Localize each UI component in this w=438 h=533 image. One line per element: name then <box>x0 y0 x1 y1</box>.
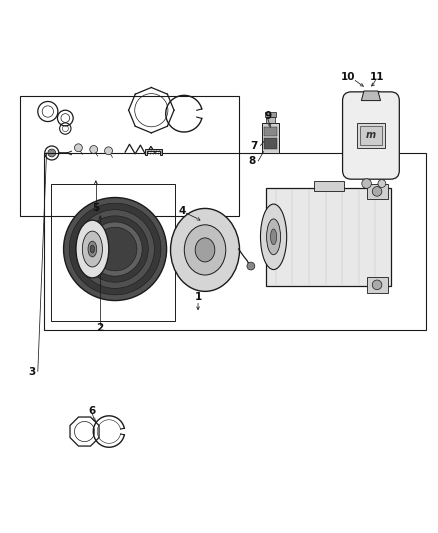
Bar <box>357 123 385 148</box>
Text: 11: 11 <box>370 72 385 83</box>
Text: 3: 3 <box>28 367 36 377</box>
Ellipse shape <box>261 204 287 270</box>
Bar <box>265 112 276 117</box>
Bar <box>262 123 279 153</box>
Polygon shape <box>361 91 381 101</box>
Text: m: m <box>366 130 376 140</box>
Bar <box>266 188 391 286</box>
Ellipse shape <box>184 225 226 275</box>
Ellipse shape <box>267 219 281 255</box>
Text: 2: 2 <box>97 324 104 334</box>
Text: 7: 7 <box>250 141 258 150</box>
Text: 4: 4 <box>178 206 186 216</box>
Ellipse shape <box>88 241 97 257</box>
Text: 1: 1 <box>194 292 201 302</box>
Circle shape <box>74 144 82 152</box>
Bar <box>51 183 175 321</box>
Ellipse shape <box>82 231 102 267</box>
Ellipse shape <box>170 208 240 292</box>
Circle shape <box>372 280 382 289</box>
Circle shape <box>82 216 148 282</box>
Bar <box>266 117 275 123</box>
Circle shape <box>76 210 154 288</box>
Circle shape <box>378 180 386 188</box>
Circle shape <box>90 146 98 154</box>
Circle shape <box>69 203 161 295</box>
Circle shape <box>247 262 255 270</box>
Bar <box>360 126 382 145</box>
Circle shape <box>88 222 142 276</box>
Bar <box>314 181 344 191</box>
Text: 6: 6 <box>88 406 95 416</box>
Text: 5: 5 <box>92 203 99 213</box>
Ellipse shape <box>195 238 215 262</box>
Circle shape <box>48 149 56 157</box>
Circle shape <box>362 179 371 188</box>
Text: 9: 9 <box>265 111 272 121</box>
Circle shape <box>93 227 137 271</box>
FancyBboxPatch shape <box>343 92 399 179</box>
Circle shape <box>64 198 166 301</box>
Bar <box>264 138 277 149</box>
Bar <box>367 277 389 293</box>
Polygon shape <box>145 149 162 155</box>
Circle shape <box>105 147 113 155</box>
Circle shape <box>372 187 382 196</box>
Text: 10: 10 <box>341 72 355 83</box>
Bar <box>264 127 277 136</box>
Ellipse shape <box>90 245 95 253</box>
Ellipse shape <box>271 229 277 245</box>
Bar <box>20 96 239 216</box>
Bar <box>44 153 426 330</box>
Bar <box>367 183 389 199</box>
Text: 8: 8 <box>248 156 255 166</box>
Ellipse shape <box>76 220 109 278</box>
